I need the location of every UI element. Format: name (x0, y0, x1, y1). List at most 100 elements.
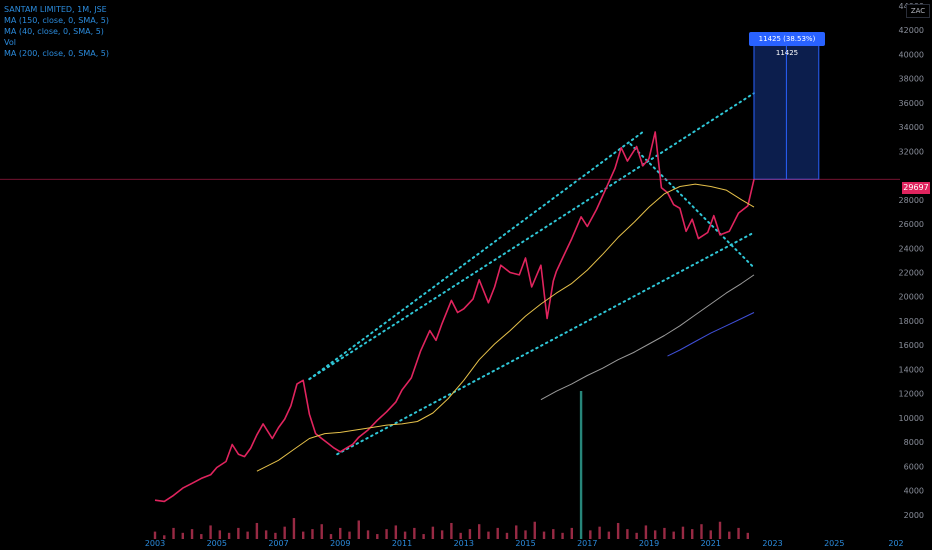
volume-bar (255, 522, 259, 539)
volume-bar (709, 530, 712, 539)
legend-title[interactable]: SANTAM LIMITED, 1M, JSE (4, 5, 107, 14)
volume-bar (561, 532, 564, 539)
series-ma40 (256, 183, 755, 472)
volume-bar (431, 526, 435, 539)
volume-bar (357, 520, 360, 539)
y-axis: 2000 4000 6000 8000 10000 12000 14000 16000 1800… (899, 2, 924, 520)
x-tick-label: 2017 (577, 539, 597, 548)
volume-bar (274, 532, 277, 539)
x-tick-label: 2007 (268, 539, 288, 548)
volume-bar (246, 531, 249, 539)
volume-bar (450, 522, 453, 539)
channel-line (629, 143, 755, 269)
volume-bar (746, 532, 749, 539)
x-axis: 2003 2005 2007 2009 2011 2013 2015 2017 2019 2021… (145, 539, 904, 548)
y-tick-label: 4000 (904, 487, 924, 496)
y-tick-label: 14000 (899, 365, 924, 374)
volume-bar (468, 529, 472, 539)
volume-bars (153, 391, 749, 539)
legend-vol[interactable]: Vol (4, 38, 16, 47)
volume-bar (635, 532, 638, 539)
currency-label[interactable]: ZAC (906, 4, 930, 18)
volume-bar (691, 529, 694, 539)
channel-line (336, 231, 755, 456)
volume-bar (348, 531, 351, 539)
legend-ma150[interactable]: MA (150, close, 0, SMA, 5) (4, 16, 110, 25)
volume-bar (718, 521, 722, 539)
volume-bar (394, 525, 398, 539)
y-tick-label: 16000 (899, 341, 924, 350)
volume-bar (422, 534, 425, 539)
volume-bar (209, 525, 212, 539)
series-lines (154, 131, 755, 503)
legend-ma200[interactable]: MA (200, close, 0, SMA, 5) (4, 49, 110, 58)
volume-bar (607, 531, 611, 539)
volume-bar (616, 522, 620, 539)
legend-ma40[interactable]: MA (40, close, 0, SMA, 5) (4, 27, 104, 36)
volume-bar (385, 529, 388, 539)
trend-channel (308, 92, 755, 456)
volume-bar (329, 534, 333, 539)
volume-bar (339, 527, 342, 539)
volume-bar (459, 532, 462, 539)
volume-bar (163, 535, 166, 539)
y-tick-label: 2000 (904, 511, 924, 520)
volume-bar (376, 534, 379, 539)
volume-bar (413, 527, 416, 539)
measure-box (753, 40, 820, 180)
x-tick-label: 2019 (639, 539, 659, 548)
y-tick-label: 38000 (899, 75, 924, 84)
volume-bar (366, 530, 370, 539)
x-tick-label: 2015 (515, 539, 535, 548)
x-tick-label: 2005 (207, 539, 227, 548)
volume-bar (663, 527, 666, 539)
volume-bar (237, 527, 240, 539)
x-tick-label: 2023 (762, 539, 782, 548)
x-tick-label: 2003 (145, 539, 165, 548)
y-tick-label: 12000 (899, 390, 924, 399)
channel-line (308, 92, 755, 381)
volume-bar (190, 529, 194, 539)
volume-bar (589, 530, 592, 539)
y-tick-label: 36000 (899, 99, 924, 108)
volume-bar (496, 527, 499, 539)
volume-bar (487, 531, 490, 539)
measure-label: 11425 (38.53%) 11425 (749, 32, 825, 57)
y-tick-label: 28000 (899, 196, 924, 205)
volume-bar (403, 531, 407, 539)
y-tick-label: 8000 (904, 438, 924, 447)
volume-bar (653, 530, 657, 539)
volume-bar (505, 532, 509, 539)
volume-bar (153, 531, 157, 539)
y-tick-label: 26000 (899, 220, 924, 229)
volume-bar (218, 530, 222, 539)
y-tick-label: 32000 (899, 147, 924, 156)
volume-bar (264, 530, 268, 539)
volume-bar (542, 531, 546, 539)
last-price-badge: 29697 (902, 182, 930, 194)
channel-line (308, 130, 644, 381)
volume-bar (181, 532, 184, 539)
volume-bar (172, 527, 175, 539)
x-tick-label: 202 (888, 539, 903, 548)
y-tick-label: 24000 (899, 244, 924, 253)
x-tick-label: 2013 (454, 539, 474, 548)
volume-bar (477, 524, 481, 539)
y-tick-label: 40000 (899, 50, 924, 59)
series-price (154, 131, 755, 503)
x-tick-label: 2011 (392, 539, 412, 548)
y-tick-label: 10000 (899, 414, 924, 423)
volume-bar (737, 527, 740, 539)
y-tick-label: 22000 (899, 269, 924, 278)
volume-bar (311, 529, 314, 539)
volume-bar (644, 525, 648, 539)
volume-bar (672, 531, 675, 539)
y-tick-label: 42000 (899, 26, 924, 35)
x-tick-label: 2009 (330, 539, 350, 548)
y-tick-label: 6000 (904, 462, 924, 471)
volume-bar (681, 526, 685, 539)
volume-bar (570, 527, 574, 539)
volume-bar (579, 391, 583, 539)
volume-bar (440, 530, 444, 539)
